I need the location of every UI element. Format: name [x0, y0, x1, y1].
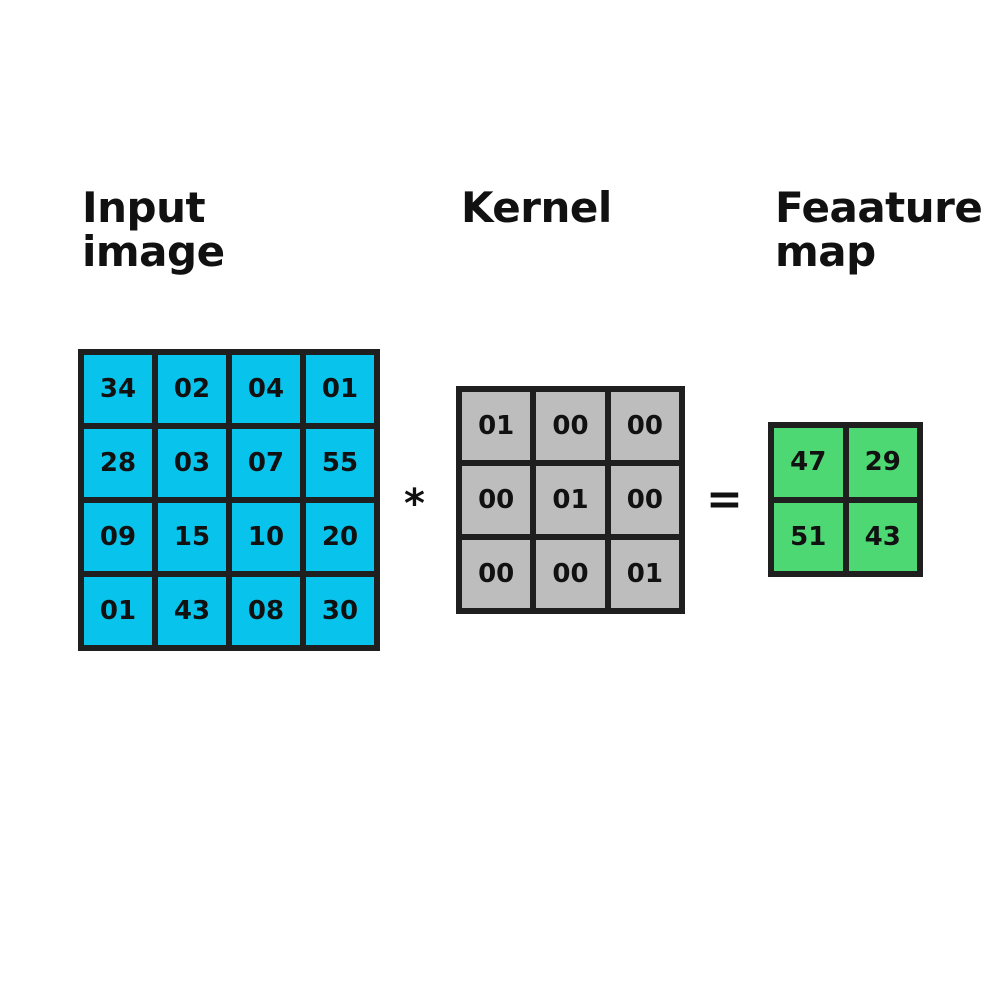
input-cell: 01: [306, 355, 374, 423]
input-image-title: Input image: [82, 186, 225, 274]
kernel-cell: 00: [462, 466, 531, 534]
feature-cell: 43: [848, 502, 917, 571]
kernel-cell: 01: [536, 466, 605, 534]
feature-cell: 51: [774, 502, 843, 571]
input-image-title-line-1: Input: [82, 183, 206, 232]
feature-cell: 47: [774, 428, 843, 497]
input-matrix: 34 02 04 01 28 03 07 55 09 15 10 20 01 43 08 30: [78, 349, 380, 651]
input-image-title-line-2: image: [82, 227, 225, 276]
kernel-cell: 01: [462, 392, 531, 460]
feature-map-title-line-1: Feaature: [775, 183, 983, 232]
input-cell: 10: [232, 503, 300, 571]
input-cell: 34: [84, 355, 152, 423]
input-cell: 30: [306, 577, 374, 645]
input-cell: 09: [84, 503, 152, 571]
kernel-cell: 00: [610, 392, 679, 460]
feature-map-title: Feaature map: [775, 183, 983, 276]
convolution-operator: *: [404, 481, 425, 527]
input-cell: 43: [158, 577, 226, 645]
kernel-cell: 00: [536, 392, 605, 460]
input-cell: 04: [232, 355, 300, 423]
kernel-cell: 00: [610, 466, 679, 534]
kernel-cell: 00: [536, 540, 605, 608]
input-cell: 08: [232, 577, 300, 645]
equals-operator: =: [706, 474, 743, 525]
input-cell: 15: [158, 503, 226, 571]
feature-cell: 29: [848, 428, 917, 497]
input-cell: 01: [84, 577, 152, 645]
kernel-title: Kernel: [461, 186, 612, 230]
kernel-cell: 01: [610, 540, 679, 608]
kernel-title-line-1: Kernel: [461, 183, 612, 232]
feature-map-matrix: 47 29 51 43: [768, 422, 923, 577]
input-cell: 02: [158, 355, 226, 423]
feature-map-title-line-2: map: [775, 227, 876, 276]
input-cell: 55: [306, 429, 374, 497]
input-cell: 28: [84, 429, 152, 497]
input-cell: 03: [158, 429, 226, 497]
input-cell: 20: [306, 503, 374, 571]
input-cell: 07: [232, 429, 300, 497]
kernel-matrix: 01 00 00 00 01 00 00 00 01: [456, 386, 685, 614]
kernel-cell: 00: [462, 540, 531, 608]
